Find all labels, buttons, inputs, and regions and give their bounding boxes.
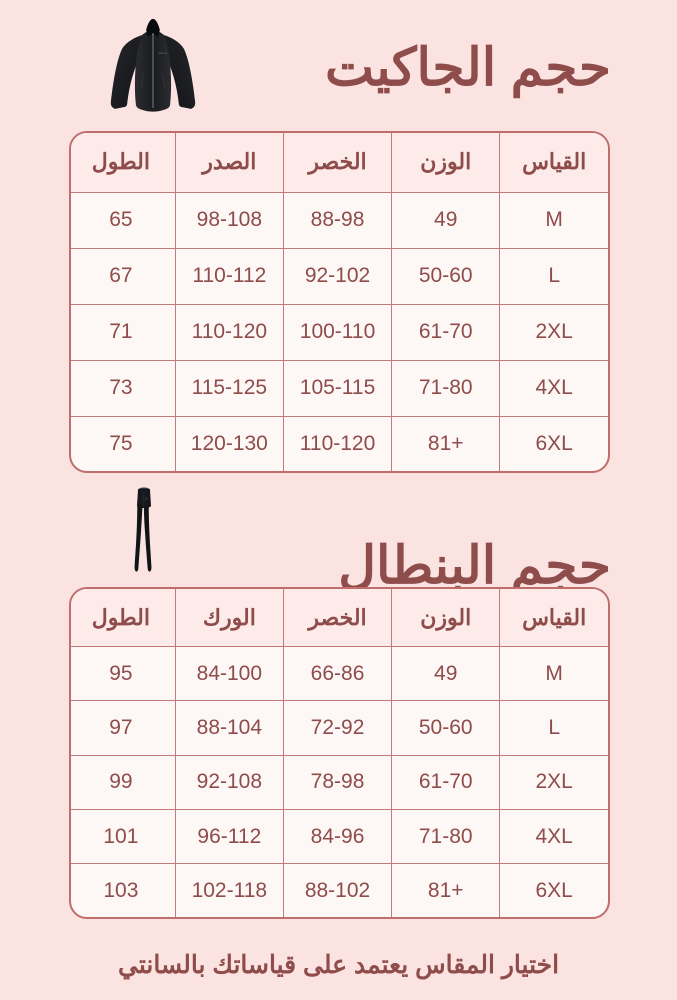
svg-text:Osie air: Osie air xyxy=(158,51,167,55)
svg-text:Osie: Osie xyxy=(145,497,148,501)
